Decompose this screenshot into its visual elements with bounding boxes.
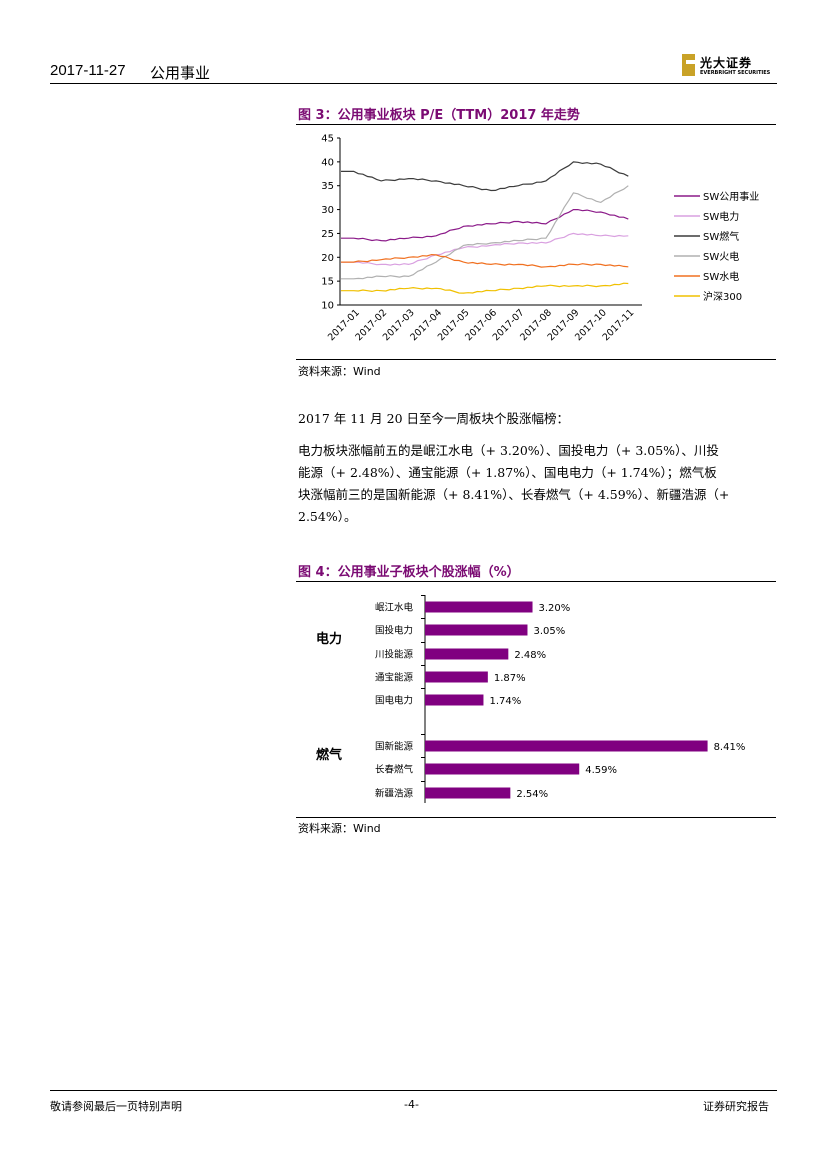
- figure3-line-chart: 10152025303540452017-012017-022017-03201…: [321, 134, 759, 344]
- y-tick-label: 15: [321, 277, 334, 288]
- category-label: 国新能源: [375, 741, 414, 753]
- figure3-title: 图 3：公用事业板块 P/E（TTM）2017 年走势: [298, 108, 580, 123]
- header-divider: [50, 83, 777, 84]
- weekly-gain-line-2: 能源（+ 2.48%）、通宝能源（+ 1.87%）、国电电力（+ 1.74%）；…: [298, 465, 717, 480]
- series-line: [341, 161, 629, 192]
- brand-logo: 光大证券 EVERBRIGHT SECURITIES: [682, 52, 782, 80]
- category-label: 川投能源: [375, 649, 414, 661]
- figure3-top-rule: [296, 124, 776, 125]
- group-label: 电力: [316, 631, 342, 647]
- logo-en-text: EVERBRIGHT SECURITIES: [700, 70, 771, 76]
- y-tick-label: 10: [321, 301, 334, 312]
- weekly-gain-line-4: 2.54%）。: [298, 509, 357, 524]
- series-line: [341, 209, 629, 242]
- footer-page-number: -4-: [404, 1098, 419, 1111]
- series-line: [341, 282, 629, 294]
- category-label: 国电电力: [375, 695, 413, 707]
- legend-label: 沪深300: [703, 290, 742, 303]
- bar: [425, 648, 509, 660]
- figure4-title: 图 4：公用事业子板块个股涨幅（%）: [298, 565, 520, 580]
- bar-value-label: 1.74%: [489, 696, 521, 707]
- y-tick-label: 30: [321, 205, 334, 216]
- category-label: 国投电力: [375, 625, 413, 637]
- footer-divider: [50, 1090, 777, 1091]
- figure3-bottom-rule: [296, 359, 776, 360]
- bar-value-label: 2.48%: [514, 650, 546, 661]
- bar-value-label: 2.54%: [516, 789, 548, 800]
- category-label: 岷江水电: [375, 602, 414, 614]
- category-label: 新疆浩源: [375, 788, 414, 800]
- logo-mark-icon: [682, 54, 695, 76]
- legend-label: SW火电: [703, 250, 739, 263]
- legend-label: SW燃气: [703, 230, 739, 243]
- bar-value-label: 3.05%: [533, 626, 565, 637]
- bar-value-label: 3.20%: [539, 603, 571, 614]
- legend-label: SW公用事业: [703, 190, 759, 203]
- weekly-gain-line-1: 电力板块涨幅前五的是岷江水电（+ 3.20%）、国投电力（+ 3.05%）、川投: [298, 443, 719, 458]
- weekly-gain-heading: 2017 年 11 月 20 日至今一周板块个股涨幅榜：: [298, 411, 569, 426]
- series-line: [341, 232, 629, 266]
- footer-report-type: 证券研究报告: [703, 1100, 769, 1113]
- group-label: 燃气: [316, 747, 342, 763]
- weekly-gain-line-3: 块涨幅前三的是国新能源（+ 8.41%）、长春燃气（+ 4.59%）、新疆浩源（…: [298, 487, 730, 502]
- y-tick-label: 45: [321, 134, 334, 145]
- category-label: 通宝能源: [375, 672, 414, 684]
- y-tick-label: 25: [321, 229, 334, 240]
- y-tick-label: 35: [321, 181, 334, 192]
- logo-cn-text: 光大证券: [700, 56, 753, 70]
- series-line: [341, 253, 629, 268]
- bar: [425, 740, 708, 752]
- category-label: 长春燃气: [375, 764, 414, 776]
- legend-label: SW电力: [703, 210, 739, 223]
- figure4-bottom-rule: [296, 817, 776, 818]
- header-date: 2017-11-27: [50, 62, 126, 79]
- bar: [425, 694, 484, 706]
- y-tick-label: 20: [321, 253, 334, 264]
- bar-value-label: 4.59%: [585, 765, 617, 776]
- figure4-bar-chart: 电力 岷江水电 3.20% 国投电力 3.05% 川投能源 2.48% 通宝能源 1.87% 国电…: [316, 595, 746, 803]
- bar: [425, 787, 511, 799]
- header-sector: 公用事业: [150, 64, 211, 82]
- bar: [425, 671, 488, 683]
- bar-value-label: 8.41%: [714, 742, 746, 753]
- bar: [425, 601, 533, 613]
- series-line: [341, 185, 629, 280]
- y-tick-label: 40: [321, 157, 334, 168]
- bar: [425, 624, 528, 636]
- bar: [425, 763, 580, 775]
- figure3-source: 资料来源：Wind: [298, 365, 381, 378]
- figure4-top-rule: [296, 581, 776, 582]
- footer-disclaimer: 敬请参阅最后一页特别声明: [50, 1100, 182, 1113]
- figure4-source: 资料来源：Wind: [298, 822, 381, 835]
- legend-label: SW水电: [703, 270, 739, 283]
- bar-value-label: 1.87%: [494, 673, 526, 684]
